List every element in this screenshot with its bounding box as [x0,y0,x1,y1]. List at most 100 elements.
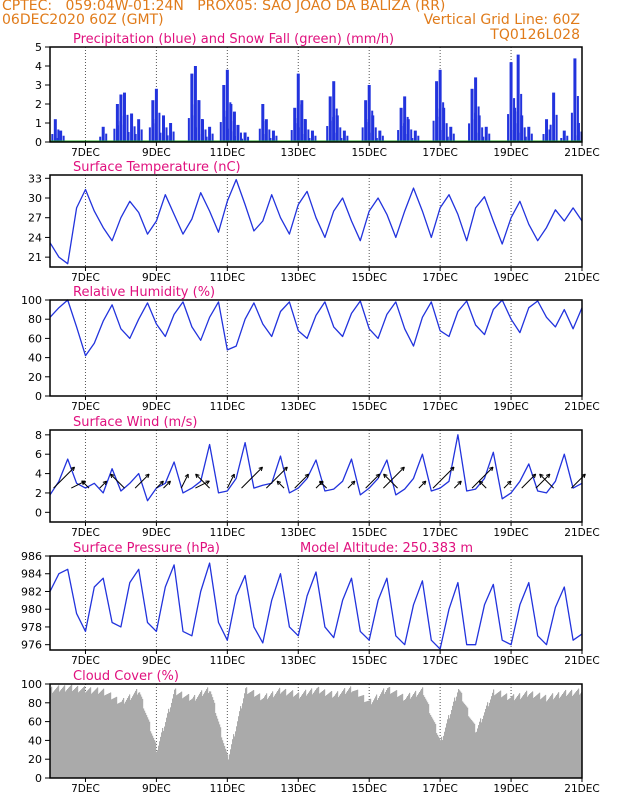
cloud-bar [198,695,200,778]
cloud-bar [217,718,219,778]
cloud-bar [351,692,353,778]
cloud-bar [293,696,295,778]
cloud-bar [474,723,476,778]
x-tick-label: 11DEC [210,272,245,284]
wind-arrow [180,473,189,489]
precip-bar [523,127,526,142]
cloud-bar [335,694,337,778]
cloud-bar [544,695,546,778]
x-tick-label: 11DEC [210,401,245,413]
cloud-bar [74,688,76,778]
precip-bar [154,88,158,142]
cloud-bar [174,689,176,778]
y-tick-label: 8 [35,429,42,442]
cloud-bar [268,697,270,778]
precip-bar [169,123,173,142]
cloud-bar [413,694,415,778]
cloud-bar [73,690,75,778]
x-tick-label: 11DEC [210,655,245,667]
cloud-bar [540,699,542,778]
wind-arrow-head [102,480,108,486]
cloud-bar [423,695,425,778]
panel-title: Surface Wind (m/s) [73,415,197,430]
cloud-bar [51,686,53,778]
wind-arrow-head [421,480,427,486]
cloud-bar [534,697,536,778]
cloud-bar [495,694,497,778]
cloud-bar [564,691,566,778]
x-tick-label: 9DEC [142,527,171,539]
cloud-bar [472,721,474,778]
wind-arrow [571,473,586,489]
wind-arrow [453,480,462,489]
wind-arrow [432,466,455,489]
wind-arrow-head [457,480,462,486]
precip-bar [101,126,105,142]
wind-arrow [383,466,405,489]
cloud-bar [130,699,132,778]
panel-precip: 0 1 2 3 4 5 7DEC 9DEC 11DEC 13DEC 15DEC 17DEC 19DEC 2… [35,32,600,159]
cloud-bar [493,689,495,778]
cloud-bar [260,700,262,778]
cloud-bar [178,693,180,778]
cloud-bar [461,692,463,778]
precip-bar [226,128,229,142]
cloud-bar [481,722,483,778]
cloud-bar [248,693,250,778]
cloud-bar [532,691,534,778]
x-tick-label: 21DEC [564,272,599,284]
cloud-bar [183,697,185,778]
cloud-bar [221,737,223,778]
cloud-bar [488,706,490,778]
cloud-bar [100,691,102,778]
y-tick-label: 24 [28,231,42,244]
cloud-bar [331,691,333,778]
precip-bar [261,104,265,142]
cloud-bar [120,702,122,778]
x-tick-label: 13DEC [281,527,316,539]
precip-bar [403,96,407,142]
cloud-bar [529,694,531,778]
precip-bar [484,126,488,142]
precip-bar [510,130,513,142]
cloud-bar [251,691,253,778]
model-id: TQ0126L028 [490,27,580,43]
precip-bar [576,96,579,142]
panel-frame [49,174,583,268]
precip-bar [410,129,413,142]
cloud-bar [99,692,101,778]
cloud-bar [329,692,331,778]
cloud-bar [146,715,148,778]
cloud-bar [518,694,520,778]
cloud-bar [275,694,277,778]
precip-bar [335,115,339,142]
x-tick-label: 17DEC [422,527,457,539]
cloud-bar [115,697,117,778]
cloud-bar [243,698,245,778]
precip-bar [151,100,155,142]
precip-bar [148,127,151,142]
cloud-bar [287,694,289,778]
cloud-bar [284,689,286,778]
panel-temp: 21 24 27 30 33 7DEC 9DEC 11DEC 13DEC 15DEC 17DEC 19… [28,160,600,284]
cloud-bar [338,697,340,778]
precip-bar [223,116,226,142]
precip-bar [230,131,233,142]
cloud-bar [470,718,472,778]
cloud-bar [422,687,424,778]
precip-bar [290,130,293,142]
precip-bar [59,130,63,142]
cloud-bar [421,688,423,778]
x-tick-label: 9DEC [142,655,171,667]
wind-arrow [365,473,381,489]
cloud-bar [246,687,248,778]
cloud-bar [353,691,355,778]
precip-bar [375,138,378,142]
cloud-bar [414,692,416,778]
cloud-bar [538,693,540,778]
cloud-bar [257,694,259,778]
cloud-bar [301,695,303,778]
wind-arrow-head [230,473,235,479]
precip-bar [297,127,300,142]
